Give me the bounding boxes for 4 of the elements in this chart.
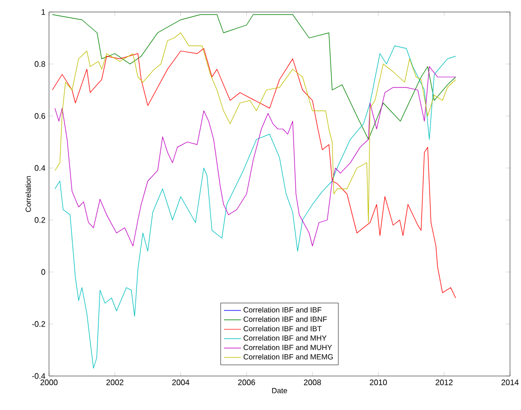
line-series [54, 66, 456, 246]
line-series [54, 32, 456, 223]
line-series [52, 48, 456, 298]
line-series [52, 14, 456, 140]
